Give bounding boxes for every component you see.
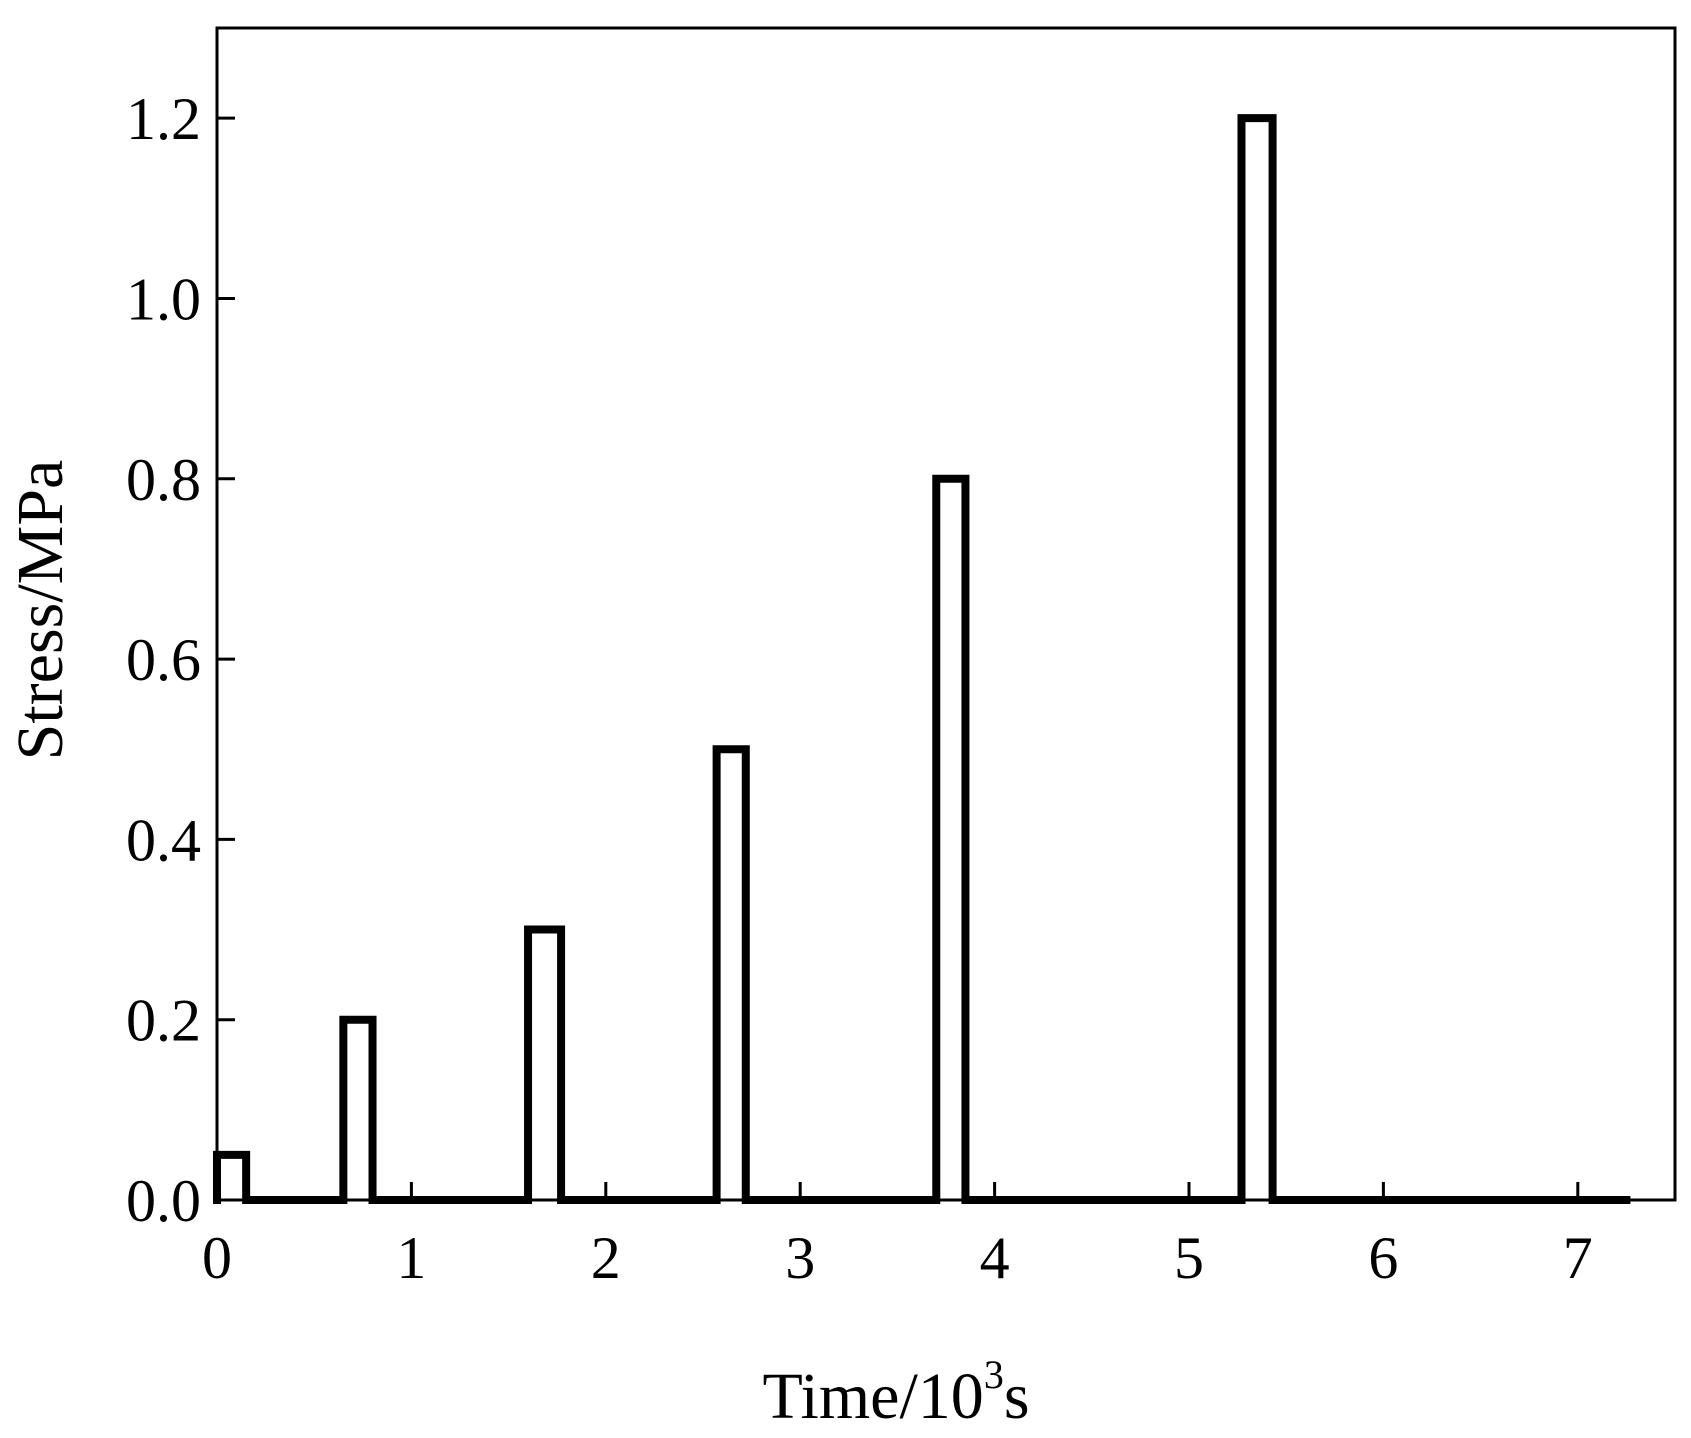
x-tick-label: 6 [1368,1225,1398,1291]
x-tick-label: 7 [1563,1225,1593,1291]
x-tick-label: 1 [396,1225,426,1291]
x-tick-label: 3 [785,1225,815,1291]
y-tick-label: 0.4 [126,807,201,873]
y-tick-label: 0.8 [126,447,201,513]
x-tick-label: 2 [591,1225,621,1291]
x-axis-title-superscript: 3 [984,1352,1004,1397]
x-axis-title-unit: s [1004,1360,1030,1433]
axis-labels: 0 1 2 3 4 5 6 7 0.0 0.2 0.4 0.6 0.8 1.0 1.2 [126,86,1593,1291]
y-tick-label: 0.6 [126,627,201,693]
stress-series-line-0 [213,114,1631,1204]
x-tick-label: 0 [202,1225,232,1291]
x-axis-title: Time/103s [763,1352,1030,1433]
plot-area [213,26,1677,1204]
plot-frame [215,26,1677,1202]
y-tick-label: 0.2 [126,988,201,1054]
x-tick-label: 4 [980,1225,1010,1291]
y-tick-label: 1.0 [126,266,201,332]
axis-ticks [215,116,1580,1202]
y-tick-label: 0.0 [126,1168,201,1234]
x-axis-title-main: Time/10 [763,1360,984,1433]
y-tick-label: 1.2 [126,86,201,152]
y-axis-title: Stress/MPa [4,460,77,761]
x-tick-label: 5 [1174,1225,1204,1291]
